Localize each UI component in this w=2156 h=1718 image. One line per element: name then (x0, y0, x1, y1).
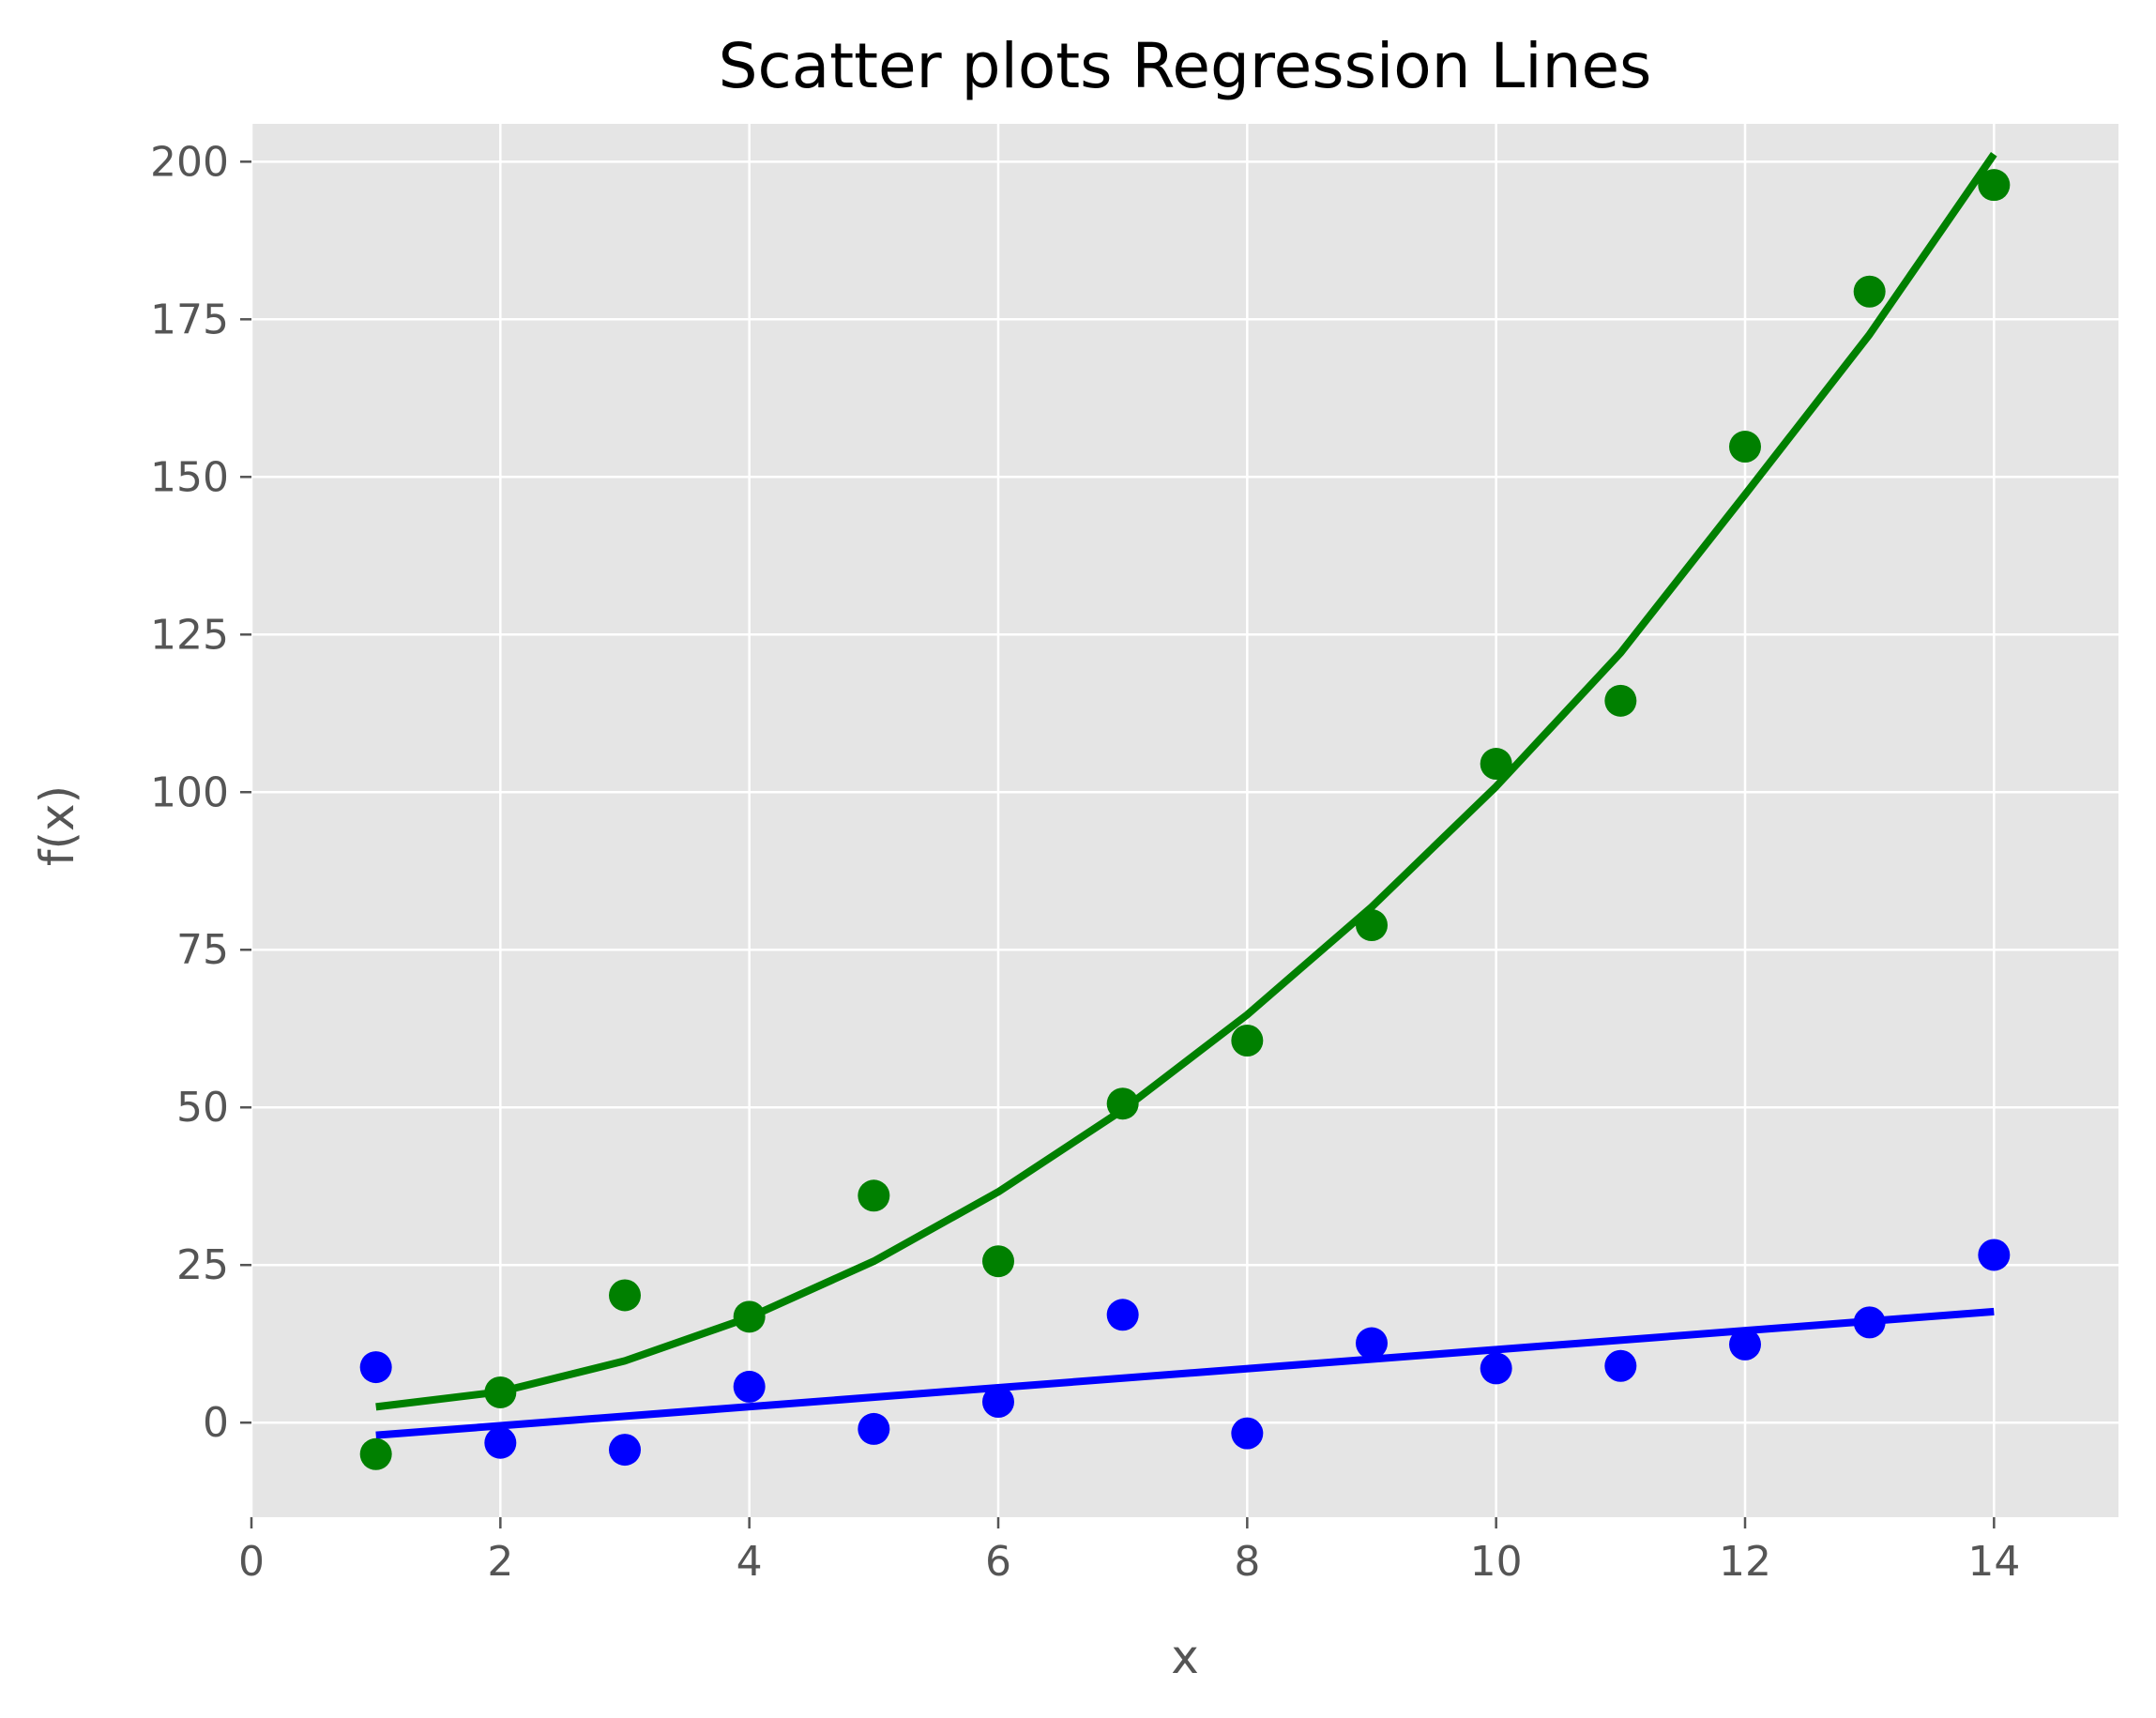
y-tick-label: 200 (150, 138, 229, 186)
blue-regression-line (375, 1307, 1995, 1439)
y-tick-label: 25 (176, 1241, 229, 1289)
green-point (1604, 684, 1637, 717)
y-tick-label: 150 (150, 453, 229, 501)
green-point (359, 1437, 392, 1470)
regression-lines (375, 152, 1997, 1439)
scatter-points (359, 169, 2011, 1470)
blue-point (609, 1434, 641, 1467)
blue-point (858, 1412, 890, 1445)
x-tick-label: 4 (736, 1538, 763, 1586)
green-point (1729, 431, 1761, 464)
y-tick-label: 175 (150, 296, 229, 343)
green-point (1231, 1025, 1264, 1057)
blue-point (1604, 1349, 1637, 1382)
green-point (858, 1179, 890, 1212)
x-tick-label: 14 (1967, 1538, 2020, 1586)
green-regression-line (375, 152, 1997, 1411)
x-tick-label: 2 (487, 1538, 513, 1586)
blue-point (1480, 1352, 1512, 1385)
y-tick-label: 0 (203, 1399, 229, 1447)
blue-point (359, 1351, 392, 1384)
x-tick-label: 10 (1470, 1538, 1523, 1586)
blue-point (484, 1426, 517, 1459)
green-point (1106, 1087, 1139, 1120)
green-point (733, 1300, 766, 1333)
green-point (609, 1279, 641, 1312)
green-point (1480, 748, 1512, 781)
chart-title: Scatter plots Regression Lines (719, 30, 1652, 102)
axis-ticks: 0 2 4 6 8 10 12 14 0 25 50 75 100 125 150 175 200 (150, 138, 2020, 1586)
green-point (982, 1245, 1014, 1278)
blue-point (1978, 1239, 2011, 1271)
x-tick-label: 6 (985, 1538, 1011, 1586)
y-tick-label: 75 (176, 926, 229, 974)
y-tick-label: 100 (150, 768, 229, 816)
blue-point (982, 1386, 1014, 1419)
y-tick-label: 125 (150, 611, 229, 659)
blue-point (1729, 1328, 1761, 1361)
blue-point (1231, 1417, 1264, 1450)
plot-background (251, 124, 2118, 1517)
y-tick-label: 50 (176, 1084, 229, 1132)
x-axis-label: x (1171, 1630, 1199, 1684)
y-axis-label: f(x) (30, 785, 84, 866)
x-tick-label: 12 (1719, 1538, 1771, 1586)
blue-point (733, 1370, 766, 1403)
blue-point (1853, 1306, 1886, 1339)
blue-point (1356, 1327, 1388, 1360)
blue-point (1106, 1299, 1139, 1331)
grid (250, 124, 2118, 1517)
green-point (484, 1376, 517, 1408)
green-point (1853, 275, 1886, 308)
x-tick-label: 8 (1234, 1538, 1260, 1586)
x-tick-label: 0 (238, 1538, 265, 1586)
green-point (1356, 909, 1388, 942)
green-point (1978, 169, 2011, 202)
